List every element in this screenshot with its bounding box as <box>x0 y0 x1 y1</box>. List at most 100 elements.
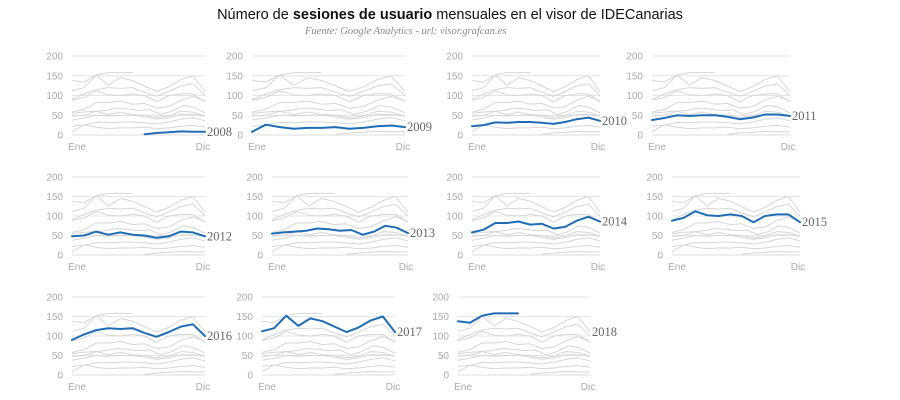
context-line-2017 <box>71 74 206 92</box>
context-line-2008 <box>335 130 405 135</box>
context-line-2017 <box>471 74 601 92</box>
y-tick-label: 200 <box>46 173 63 184</box>
y-tick-label: 50 <box>232 111 244 122</box>
context-line-2015 <box>71 330 206 343</box>
context-line-2013 <box>471 104 601 115</box>
y-tick-label: 100 <box>646 212 663 223</box>
y-tick-label: 100 <box>246 212 263 223</box>
context-line-2013 <box>671 225 801 236</box>
panel-2008: 0 50 100 150 200 Ene Dic 2008 <box>46 52 232 154</box>
context-line-2015 <box>271 210 409 223</box>
y-tick-label: 0 <box>457 251 463 262</box>
context-line-2010 <box>471 237 601 247</box>
context-line-2013 <box>471 225 601 236</box>
context-line-2013 <box>71 345 206 356</box>
y-tick-label: 150 <box>626 71 643 82</box>
context-line-2016 <box>471 203 601 221</box>
context-line-2011 <box>471 114 601 121</box>
context-line-2016 <box>261 323 396 341</box>
context-line-2018 <box>261 312 323 324</box>
context-line-2010 <box>457 357 591 367</box>
chart-title-pre: Número de <box>217 7 293 23</box>
x-tick-label: Dic <box>196 142 210 153</box>
context-line-2012 <box>457 351 591 359</box>
context-line-2012 <box>261 351 396 359</box>
y-tick-label: 100 <box>626 91 643 102</box>
context-line-2013 <box>251 104 406 115</box>
context-line-2009 <box>71 364 206 373</box>
series-label-2016: 2016 <box>207 329 232 343</box>
y-tick-label: 200 <box>226 52 243 63</box>
y-tick-label: 150 <box>646 192 663 203</box>
context-line-2015 <box>651 90 791 103</box>
chart-source: Fuente: Google Analytics - url: visor.gr… <box>305 26 507 37</box>
series-line-2008 <box>143 130 206 136</box>
y-tick-label: 150 <box>446 71 463 82</box>
series-label-2015: 2015 <box>802 215 827 229</box>
panel-2011: 0 50 100 150 200 Ene Dic 2011 <box>626 52 816 154</box>
x-tick-label: Dic <box>581 382 595 393</box>
context-line-2010 <box>651 117 791 127</box>
y-tick-label: 150 <box>236 312 253 323</box>
x-tick-label: Ene <box>268 262 286 273</box>
panel-2015: 0 50 100 150 200 Ene Dic 2015 <box>646 173 827 274</box>
context-line-2008 <box>144 251 205 255</box>
context-line-2015 <box>251 90 406 103</box>
context-line-2018 <box>71 312 133 324</box>
context-line-2016 <box>457 323 591 341</box>
y-tick-label: 0 <box>247 371 253 382</box>
series-label-2018: 2018 <box>592 325 617 339</box>
series-line-2014 <box>471 215 601 234</box>
context-line-2014 <box>251 95 406 113</box>
series-line-2015 <box>671 210 801 224</box>
x-tick-label: Ene <box>68 262 86 273</box>
series-line-2018 <box>457 312 519 324</box>
panel-2016: 0 50 100 150 200 Ene Dic 2016 <box>46 293 232 394</box>
x-tick-label: Dic <box>196 382 210 393</box>
context-line-2012 <box>471 110 601 119</box>
y-tick-label: 200 <box>446 173 463 184</box>
context-line-2015 <box>457 330 591 343</box>
y-tick-label: 100 <box>46 332 63 343</box>
context-line-2015 <box>71 210 206 223</box>
y-tick-label: 150 <box>46 71 63 82</box>
series-line-2017 <box>261 314 396 334</box>
context-line-2009 <box>457 364 591 373</box>
series-line-2012 <box>71 230 206 239</box>
y-tick-label: 100 <box>46 91 63 102</box>
context-line-2012 <box>71 351 206 359</box>
x-tick-label: Dic <box>781 142 795 153</box>
series-label-2012: 2012 <box>207 229 232 243</box>
context-line-2014 <box>471 95 601 113</box>
context-line-2008 <box>541 130 600 135</box>
x-tick-label: Ene <box>648 142 666 153</box>
x-tick-label: Ene <box>454 382 472 393</box>
y-tick-label: 150 <box>446 192 463 203</box>
context-line-2018 <box>671 192 731 204</box>
context-line-2015 <box>471 210 601 223</box>
context-line-2011 <box>471 234 601 241</box>
x-tick-label: Ene <box>668 262 686 273</box>
y-tick-label: 0 <box>637 131 643 142</box>
context-line-2017 <box>471 195 601 213</box>
y-tick-label: 0 <box>457 131 463 142</box>
context-line-2018 <box>471 192 531 204</box>
context-line-2017 <box>271 195 409 213</box>
context-line-2009 <box>71 124 206 133</box>
context-line-2010 <box>251 117 406 127</box>
x-tick-label: Dic <box>386 382 400 393</box>
context-line-2018 <box>651 72 715 83</box>
series-label-2014: 2014 <box>602 215 628 229</box>
context-line-2010 <box>71 357 206 367</box>
context-line-2013 <box>71 104 206 115</box>
context-line-2014 <box>261 336 396 353</box>
context-line-2014 <box>457 336 591 353</box>
context-line-2008 <box>346 251 408 255</box>
y-tick-label: 50 <box>438 351 450 362</box>
series-line-2016 <box>71 323 206 341</box>
context-line-2011 <box>457 354 591 361</box>
context-line-2017 <box>71 315 206 333</box>
context-line-2015 <box>261 330 396 343</box>
series-label-2011: 2011 <box>792 109 817 123</box>
